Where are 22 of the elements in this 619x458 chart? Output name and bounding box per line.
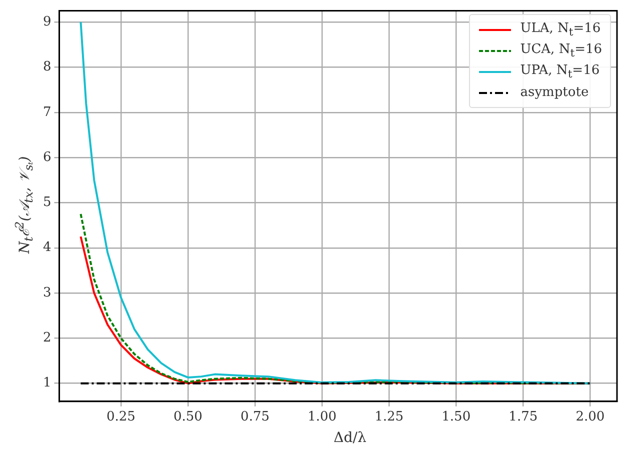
y-tick-label: 6 [42, 150, 52, 165]
y-tick-label: 3 [42, 285, 52, 300]
x-axis-title: Δd/λ [334, 430, 366, 446]
x-tick-label: 0.75 [240, 410, 270, 425]
x-tick-label: 1.75 [508, 410, 538, 425]
x-tick-label: 2.00 [576, 410, 605, 425]
legend-label: ULA, N$_{t}$=16 [520, 20, 601, 38]
x-tick-label: 1.50 [442, 410, 471, 425]
y-tick-label: 4 [42, 240, 52, 256]
x-tick-label: 1.25 [374, 410, 404, 425]
x-tick-label: 1.00 [308, 410, 337, 425]
legend-label: UPA, N$_{t}$=16 [520, 62, 600, 80]
y-tick-label: 8 [42, 60, 52, 75]
y-tick-label: 1 [42, 376, 52, 391]
y-tick-label: 5 [42, 195, 52, 210]
x-tick-label: 0.50 [174, 410, 202, 425]
y-tick-label: 9 [42, 14, 52, 30]
x-tick-label: 0.25 [106, 410, 136, 425]
y-tick-label: 2 [42, 330, 52, 346]
legend-label: UCA, N$_{t}$=16 [520, 42, 602, 60]
y-tick-label: 7 [42, 104, 52, 120]
legend-label: asymptote [520, 85, 589, 100]
